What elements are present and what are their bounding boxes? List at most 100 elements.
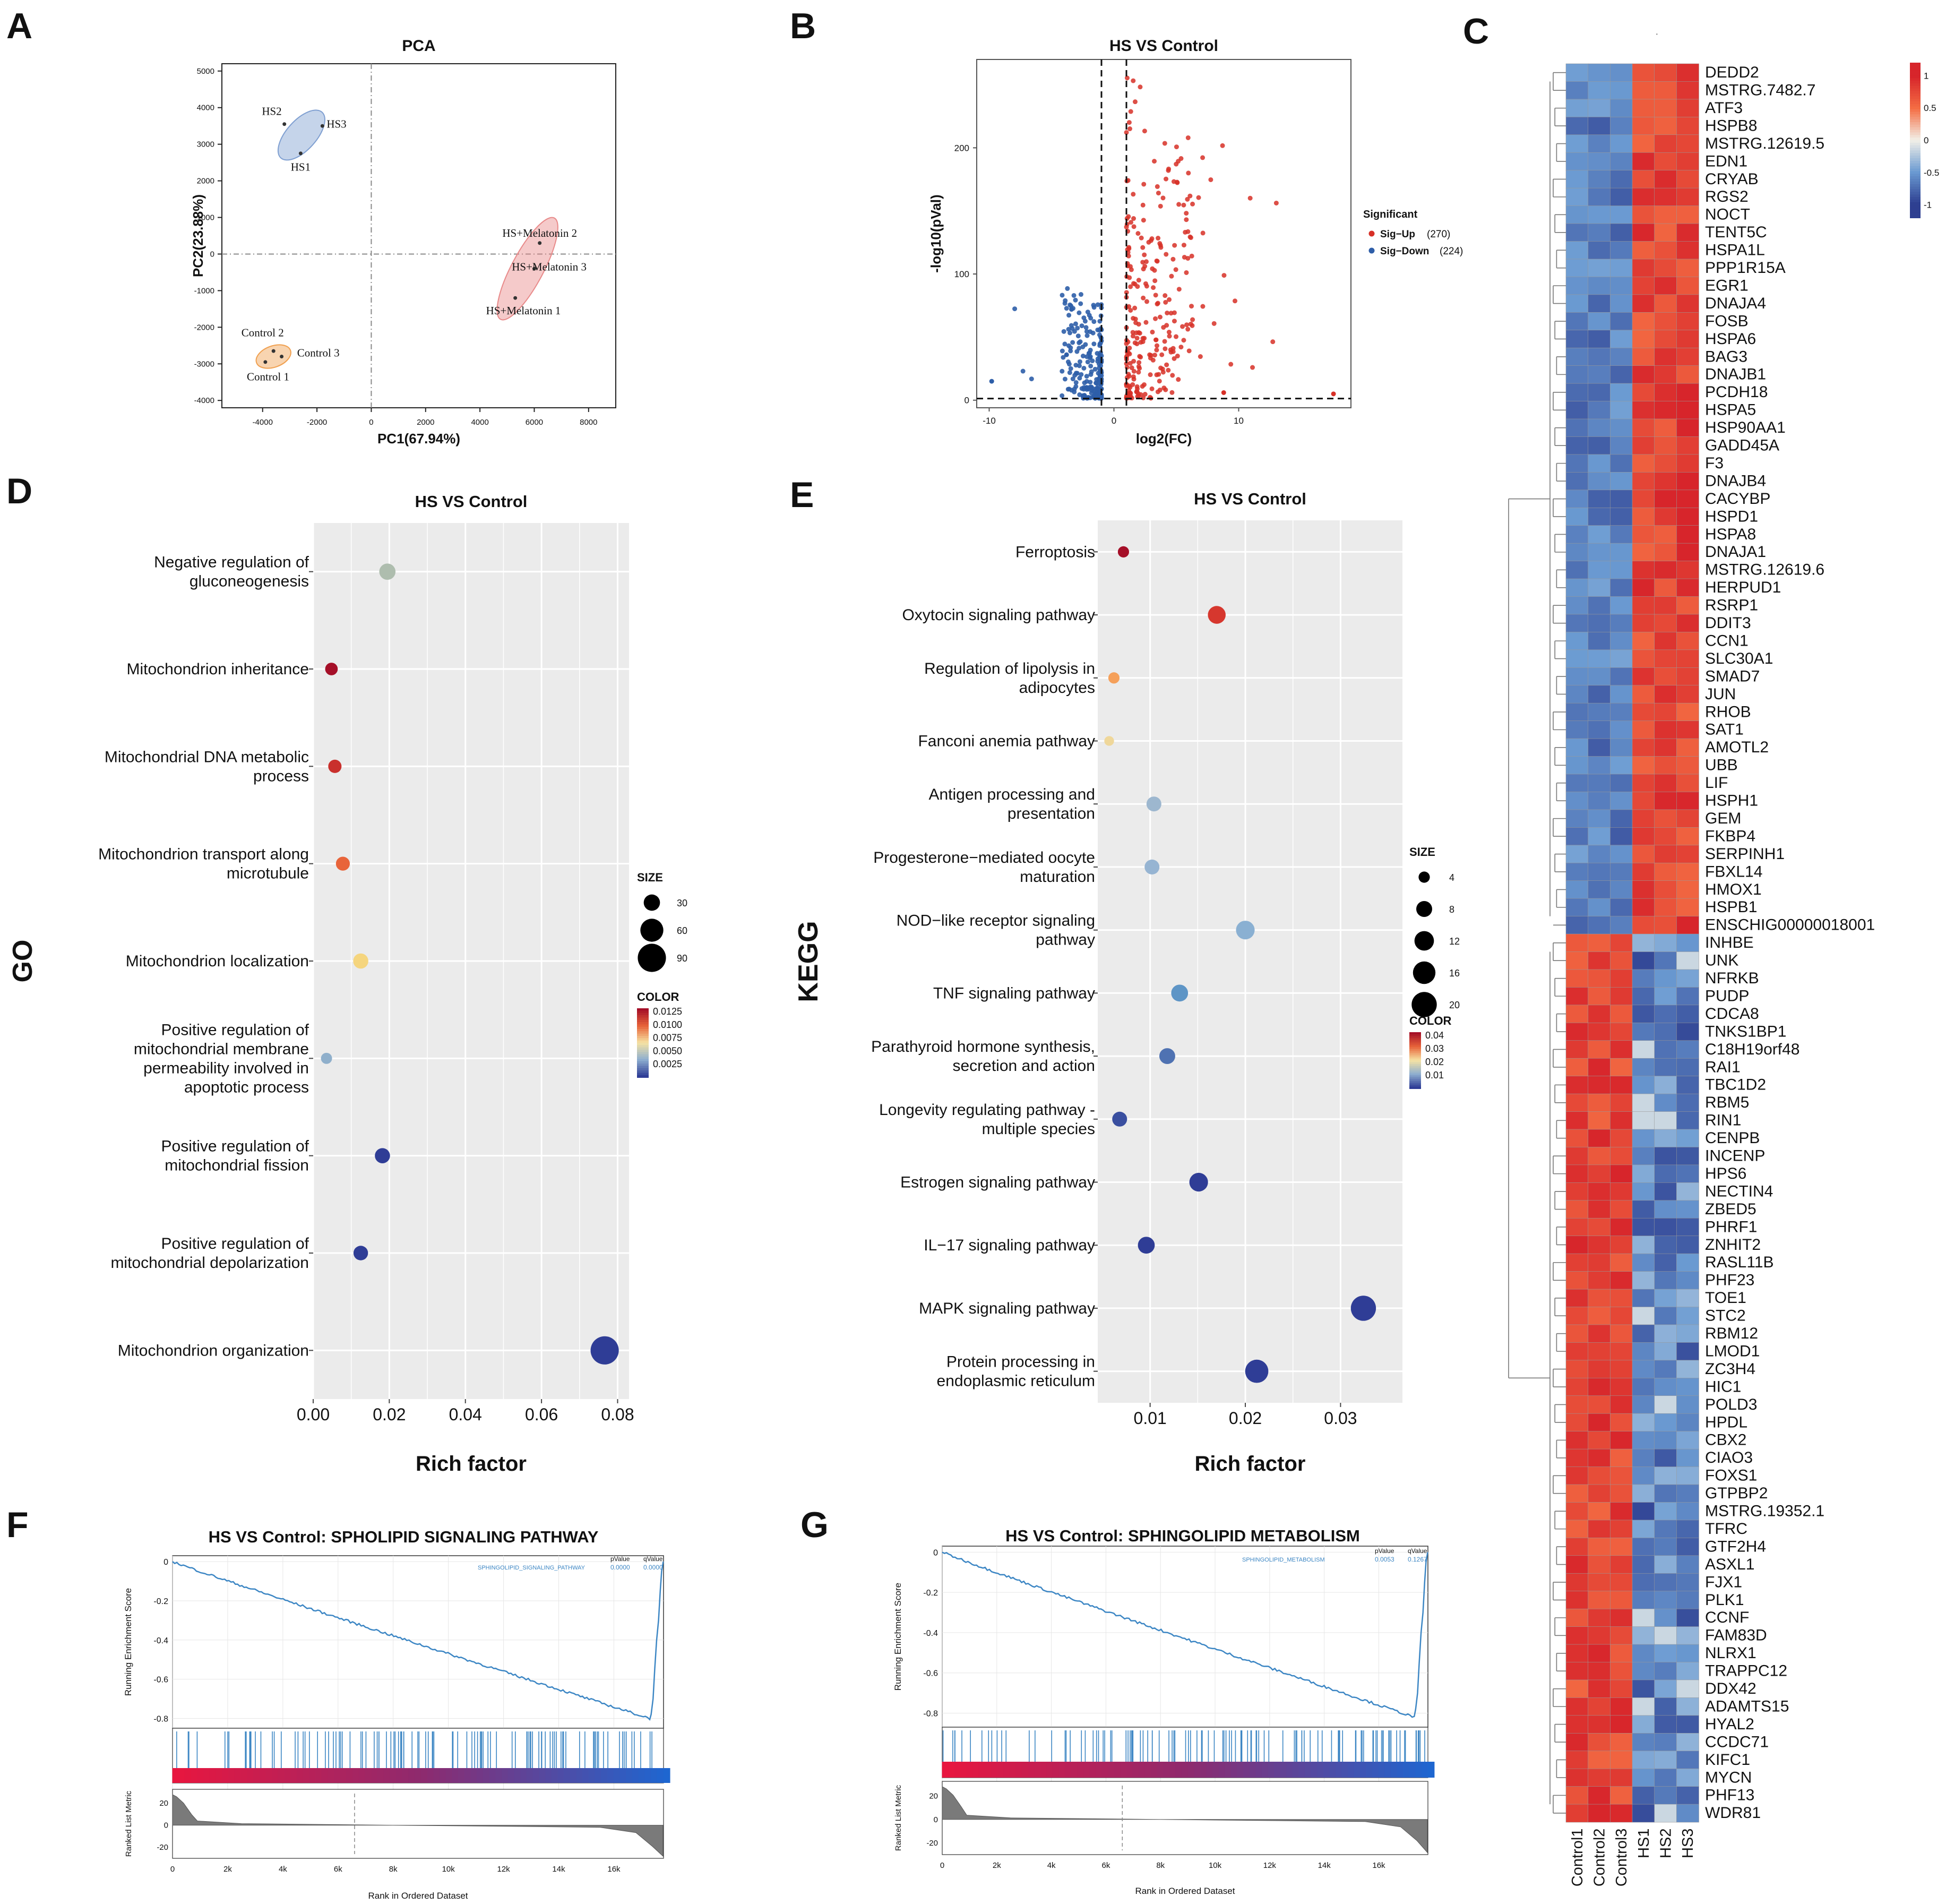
heatmap-colorbar-step <box>1910 153 1921 157</box>
heatmap-cell <box>1565 277 1589 295</box>
volcano-point-down <box>1090 330 1096 336</box>
heatmap-cell <box>1588 1679 1611 1699</box>
go-legend-size-dot <box>640 919 664 942</box>
volcano-point-down <box>1065 286 1070 291</box>
volcano-point-up <box>1156 372 1161 377</box>
heatmap-cell <box>1632 170 1655 188</box>
heatmap-cell <box>1588 898 1611 917</box>
heatmap-cell <box>1610 383 1633 402</box>
kegg-xtick-label: 0.02 <box>1229 1409 1262 1428</box>
volcano-point-down <box>1091 341 1097 347</box>
volcano-xtick-label: -10 <box>983 416 996 426</box>
go-term-label: Positive regulation of <box>161 1021 309 1039</box>
kegg-term-label: Progesterone−mediated oocyte <box>873 849 1095 867</box>
heatmap-cell <box>1610 1058 1633 1077</box>
heatmap-colorbar-step <box>1910 163 1921 167</box>
pca-point <box>532 267 536 271</box>
heatmap-cell <box>1654 578 1677 597</box>
heatmap-cell <box>1565 1360 1589 1379</box>
heatmap-cell <box>1588 1768 1611 1787</box>
gsea-f-rank-bar <box>663 1768 670 1783</box>
heatmap-cell <box>1610 1129 1633 1148</box>
panel-letter-D: D <box>6 471 32 511</box>
gsea-g-rank-bar <box>1212 1762 1220 1778</box>
gsea-f-rank-bar <box>588 1768 596 1783</box>
heatmap-cell <box>1676 241 1699 260</box>
heatmap-cell <box>1588 418 1611 438</box>
gsea-g-rank-bar <box>1298 1762 1306 1778</box>
gsea-f-rank-bar <box>626 1768 633 1783</box>
volcano-point-up <box>1131 216 1136 221</box>
heatmap-cell <box>1632 845 1655 864</box>
heatmap-gene-label: DDX42 <box>1705 1680 1756 1697</box>
kegg-term-dot <box>1208 606 1226 624</box>
gsea-g-ytick-label: -0.2 <box>923 1589 938 1598</box>
heatmap-cell <box>1588 1217 1611 1237</box>
heatmap-cell <box>1610 774 1633 793</box>
heatmap-cell <box>1654 1751 1677 1770</box>
volcano-point-up <box>1141 382 1147 387</box>
heatmap-colorbar-step <box>1910 109 1921 113</box>
heatmap-cell <box>1588 649 1611 668</box>
heatmap-cell <box>1588 702 1611 722</box>
heatmap-gene-label: F3 <box>1705 454 1724 472</box>
pca-point-label: HS+Melatonin 3 <box>512 260 587 273</box>
heatmap-cell <box>1588 1307 1611 1325</box>
go-legend-color-step <box>637 1029 649 1032</box>
heatmap-cell <box>1676 1733 1699 1752</box>
go-term-dot <box>321 1052 332 1064</box>
heatmap-cell <box>1654 1555 1677 1574</box>
gsea-f-rank-bar <box>352 1768 360 1783</box>
heatmap-cell <box>1676 1324 1699 1343</box>
go-legend-color-step <box>637 1022 649 1025</box>
heatmap-cell <box>1654 454 1677 473</box>
heatmap-cell <box>1565 1502 1589 1521</box>
volcano-point-up <box>1142 252 1147 258</box>
gsea-f-metric-tick: -20 <box>157 1843 168 1852</box>
kegg-legend-color-step <box>1409 1080 1421 1084</box>
volcano-point-up <box>1162 339 1167 344</box>
heatmap-cell <box>1610 1040 1633 1059</box>
go-legend-color-label: 0.0025 <box>653 1059 682 1069</box>
kegg-legend-color-step <box>1409 1083 1421 1085</box>
heatmap-cell <box>1632 436 1655 455</box>
volcano-point-up <box>1131 316 1136 321</box>
volcano-point-up <box>1149 386 1155 391</box>
volcano-point-up <box>1273 200 1279 205</box>
pca-point <box>280 354 284 358</box>
heatmap-cell <box>1632 1289 1655 1308</box>
heatmap-cell <box>1565 596 1589 615</box>
heatmap-gene-label: LMOD1 <box>1705 1342 1760 1360</box>
heatmap-gene-label: CRYAB <box>1705 170 1759 188</box>
heatmap-cell <box>1632 1591 1655 1609</box>
gsea-f-rank-bar <box>296 1768 304 1783</box>
gsea-f-rank-bar <box>234 1768 242 1783</box>
pca-ytick-label: -4000 <box>194 396 214 405</box>
heatmap-cell <box>1565 525 1589 544</box>
heatmap-cell <box>1610 1573 1633 1592</box>
volcano-point-down <box>1095 302 1100 307</box>
volcano-point-up <box>1126 120 1132 125</box>
go-legend-color-step <box>637 1073 649 1076</box>
heatmap-cell <box>1654 134 1677 153</box>
heatmap-cell <box>1654 1040 1677 1059</box>
volcano-point-up <box>1140 260 1146 265</box>
volcano-point-down <box>1012 306 1018 312</box>
go-legend-size-dot <box>638 944 666 972</box>
kegg-legend-size-dot <box>1418 871 1430 883</box>
heatmap-cell <box>1632 401 1655 419</box>
heatmap-cell <box>1654 632 1677 650</box>
gsea-f-rank-bar <box>445 1768 453 1783</box>
go-term-label: Positive regulation of <box>161 1138 309 1155</box>
heatmap-cell <box>1632 1733 1655 1752</box>
heatmap-colorbar-tick: 0.5 <box>1924 103 1936 113</box>
heatmap-gene-label: FAM83D <box>1705 1627 1767 1644</box>
heatmap-cell <box>1588 969 1611 988</box>
heatmap-gene-label: MSTRG.19352.1 <box>1705 1503 1824 1520</box>
heatmap-cell <box>1632 1520 1655 1539</box>
heatmap-cell <box>1610 365 1633 384</box>
gsea-g-rank-bar <box>1144 1762 1152 1778</box>
kegg-legend-color-step <box>1409 1043 1421 1046</box>
heatmap-cell <box>1676 827 1699 846</box>
heatmap-cell <box>1610 1324 1633 1343</box>
